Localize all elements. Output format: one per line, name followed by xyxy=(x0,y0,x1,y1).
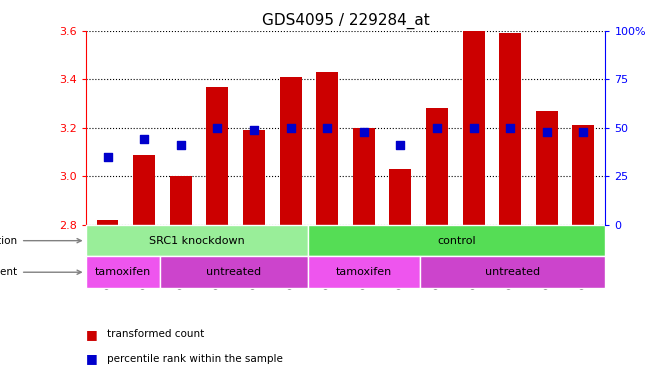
Text: genotype/variation: genotype/variation xyxy=(0,236,81,246)
Point xyxy=(468,125,479,131)
Point xyxy=(286,125,296,131)
Text: ■: ■ xyxy=(86,353,97,366)
Text: agent: agent xyxy=(0,267,81,277)
Bar xyxy=(463,31,484,225)
Point xyxy=(176,142,186,148)
Bar xyxy=(390,169,411,225)
Bar xyxy=(97,220,118,225)
Point xyxy=(432,125,442,131)
Bar xyxy=(420,257,605,288)
Text: transformed count: transformed count xyxy=(107,329,204,339)
Bar xyxy=(243,130,265,225)
Bar xyxy=(499,33,521,225)
Bar xyxy=(309,225,605,257)
Bar xyxy=(86,257,160,288)
Bar xyxy=(280,77,301,225)
Text: tamoxifen: tamoxifen xyxy=(336,267,392,277)
Bar xyxy=(353,128,375,225)
Point xyxy=(505,125,515,131)
Point xyxy=(542,129,552,135)
Point xyxy=(359,129,369,135)
Bar xyxy=(536,111,558,225)
Text: untreated: untreated xyxy=(207,267,262,277)
Bar xyxy=(133,154,155,225)
Bar xyxy=(170,176,191,225)
Bar xyxy=(207,86,228,225)
Point xyxy=(212,125,222,131)
Text: untreated: untreated xyxy=(485,267,540,277)
Point xyxy=(102,154,113,160)
Point xyxy=(322,125,332,131)
Text: tamoxifen: tamoxifen xyxy=(95,267,151,277)
Bar xyxy=(86,225,309,257)
Bar xyxy=(426,108,448,225)
Title: GDS4095 / 229284_at: GDS4095 / 229284_at xyxy=(262,13,429,29)
Bar xyxy=(316,72,338,225)
Point xyxy=(578,129,589,135)
Point xyxy=(395,142,405,148)
Text: SRC1 knockdown: SRC1 knockdown xyxy=(149,236,245,246)
Bar xyxy=(309,257,420,288)
Point xyxy=(249,127,259,133)
Bar xyxy=(160,257,309,288)
Text: control: control xyxy=(438,236,476,246)
Point xyxy=(139,136,149,142)
Bar xyxy=(572,126,594,225)
Text: ■: ■ xyxy=(86,328,97,341)
Text: percentile rank within the sample: percentile rank within the sample xyxy=(107,354,282,364)
